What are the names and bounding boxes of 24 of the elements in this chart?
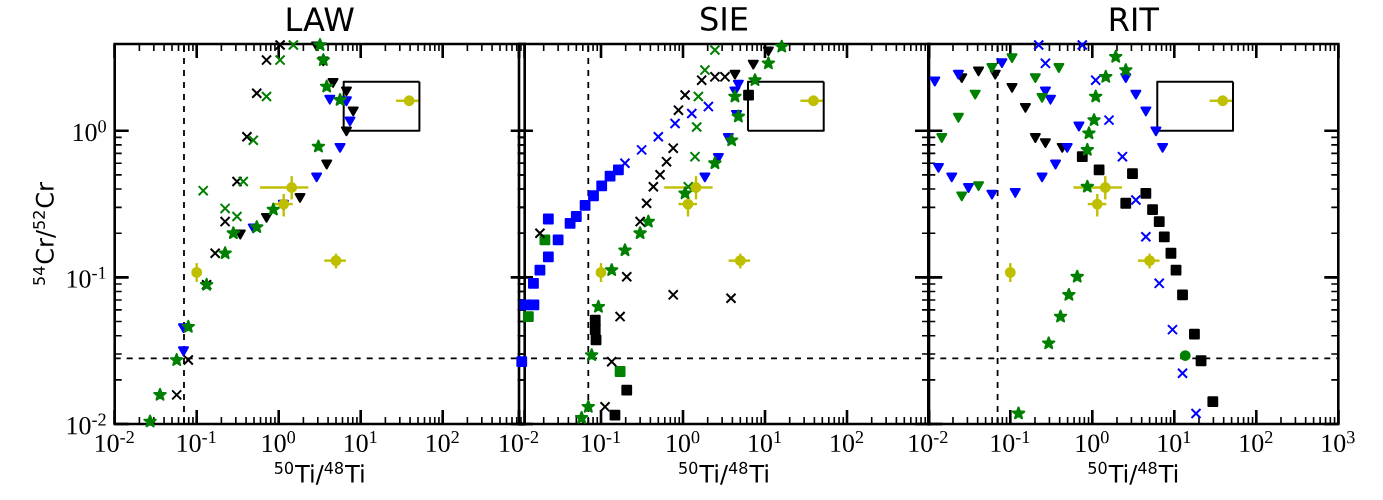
- x-tick-label: 10$^{3}$: [1322, 431, 1355, 453]
- x-axis-title: $^{50}$Ti/$^{48}$Ti: [1088, 461, 1178, 485]
- x-axis-title: $^{50}$Ti/$^{48}$Ti: [274, 461, 364, 485]
- x-tick-label: 10$^{2}$: [426, 431, 459, 453]
- x-tick-label: 10$^{-2}$: [909, 431, 948, 453]
- x-tick-label: 10$^{2}$: [831, 431, 864, 453]
- chart-title: LAW: [287, 7, 354, 31]
- y-tick-label: 10$^{0}$: [73, 120, 106, 142]
- x-axis-title: $^{50}$Ti/$^{48}$Ti: [679, 461, 768, 485]
- x-tick-label: 10$^{1}$: [1158, 431, 1191, 453]
- x-tick-label: 10$^{-1}$: [991, 431, 1030, 453]
- x-tick-label: 10$^{1}$: [749, 431, 781, 453]
- x-tick-label: 10$^{2}$: [1240, 431, 1273, 453]
- x-tick-label: 10$^{-1}$: [582, 431, 620, 453]
- y-tick-label: 10$^{-1}$: [67, 266, 106, 288]
- x-tick-label: 10$^{0}$: [667, 431, 700, 453]
- x-tick-label: 10$^{-1}$: [177, 431, 216, 453]
- x-tick-label: 10$^{1}$: [344, 431, 377, 453]
- x-tick-label: 10$^{0}$: [1076, 431, 1109, 453]
- y-axis-title: $^{54}$Cr/$^{52}$Cr: [32, 181, 56, 285]
- x-tick-label: 10$^{0}$: [262, 431, 296, 453]
- x-tick-label: 10$^{-2}$: [500, 431, 539, 453]
- chart-title: RIT: [1110, 7, 1160, 31]
- chart-title: SIE: [701, 6, 747, 31]
